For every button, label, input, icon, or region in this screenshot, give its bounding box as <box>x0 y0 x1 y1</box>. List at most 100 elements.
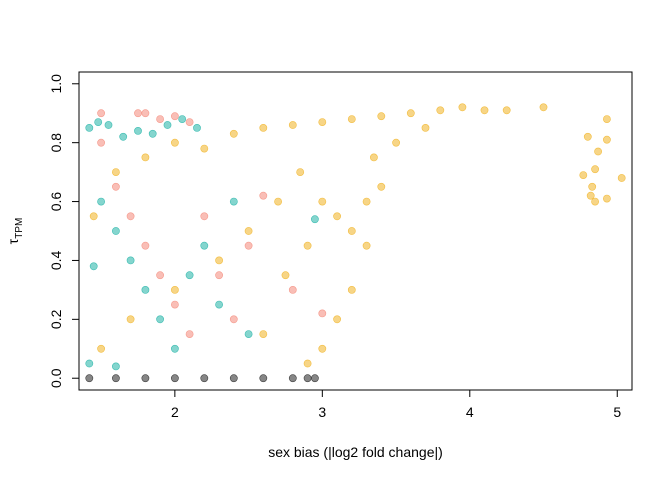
data-point <box>119 132 128 141</box>
data-point <box>141 153 150 162</box>
data-point <box>318 344 327 353</box>
data-point <box>170 374 179 383</box>
y-axis-title: τTPM <box>5 218 25 245</box>
y-tick-label: 0.8 <box>48 133 64 153</box>
data-point <box>480 106 489 115</box>
data-point <box>170 112 179 121</box>
data-point <box>215 256 223 265</box>
data-point <box>185 118 194 126</box>
data-point <box>170 344 179 353</box>
data-point <box>229 129 238 138</box>
data-point <box>288 285 297 294</box>
x-axis: 2 3 4 5 <box>171 389 621 420</box>
data-point <box>215 271 223 280</box>
data-point <box>586 191 595 200</box>
data-point <box>303 374 312 383</box>
data-point <box>126 212 135 221</box>
data-point <box>318 118 327 126</box>
data-point <box>156 115 164 123</box>
data-point <box>333 315 341 324</box>
data-point <box>200 374 209 383</box>
data-point <box>89 262 98 271</box>
y-tick-label: 0.2 <box>48 309 64 329</box>
data-point <box>583 132 592 141</box>
data-point <box>281 271 290 280</box>
data-point <box>170 138 179 147</box>
x-tick-label: 5 <box>613 404 621 420</box>
data-point <box>229 374 238 383</box>
data-point <box>156 315 164 324</box>
data-point <box>588 182 597 191</box>
data-point <box>112 227 120 235</box>
data-point <box>126 256 135 265</box>
data-point <box>89 212 98 221</box>
data-point <box>603 194 611 203</box>
data-point <box>347 115 356 123</box>
data-point <box>112 374 120 383</box>
data-point <box>591 197 599 206</box>
data-point <box>406 109 415 118</box>
data-point <box>163 121 172 129</box>
data-point <box>85 359 94 368</box>
data-point <box>170 285 179 294</box>
data-point <box>200 212 209 221</box>
data-point <box>377 182 386 191</box>
data-point <box>112 182 120 191</box>
series-2 <box>97 109 327 338</box>
data-point <box>362 197 371 206</box>
data-point <box>112 168 120 176</box>
data-point <box>594 147 602 156</box>
data-point <box>134 126 142 135</box>
data-point <box>97 109 105 118</box>
data-point <box>591 165 599 174</box>
data-point <box>347 227 356 235</box>
data-point <box>436 106 445 115</box>
data-point <box>303 241 312 250</box>
data-point <box>296 168 305 176</box>
data-point <box>200 241 209 250</box>
data-point <box>141 241 150 250</box>
y-axis: 0.0 0.2 0.4 0.6 0.8 1.0 <box>48 74 80 388</box>
data-point <box>85 374 94 383</box>
data-point <box>274 197 282 206</box>
x-tick-label: 4 <box>466 404 474 420</box>
data-point <box>333 212 341 221</box>
data-point <box>303 359 312 368</box>
data-point <box>458 103 467 112</box>
data-point <box>244 241 253 250</box>
data-point <box>97 197 105 206</box>
data-point <box>579 171 588 179</box>
data-point <box>244 227 253 235</box>
data-point <box>288 121 297 129</box>
data-point <box>421 124 430 132</box>
data-point <box>148 129 157 138</box>
y-tick-label: 0.0 <box>48 368 64 388</box>
data-point <box>193 124 201 132</box>
data-point <box>617 174 626 182</box>
data-point <box>603 115 611 123</box>
x-tick-label: 3 <box>318 404 326 420</box>
y-tick-label: 1.0 <box>48 74 64 94</box>
data-point <box>141 109 150 118</box>
y-tick-label: 0.4 <box>48 251 64 271</box>
data-point <box>259 191 268 200</box>
data-point <box>369 153 378 162</box>
data-point <box>112 362 120 371</box>
data-point <box>259 330 268 338</box>
x-tick-label: 2 <box>171 404 179 420</box>
y-axis-title-main: τ <box>5 238 21 244</box>
data-point <box>85 124 94 132</box>
data-point <box>170 300 179 309</box>
data-point <box>185 330 194 338</box>
data-point <box>141 285 150 294</box>
data-point <box>392 138 400 147</box>
data-point <box>141 374 150 383</box>
data-point <box>288 374 297 383</box>
data-point <box>539 103 548 112</box>
data-point <box>156 271 164 280</box>
data-point <box>94 118 103 126</box>
data-point <box>318 309 327 318</box>
data-point <box>259 124 268 132</box>
data-point <box>502 106 511 115</box>
